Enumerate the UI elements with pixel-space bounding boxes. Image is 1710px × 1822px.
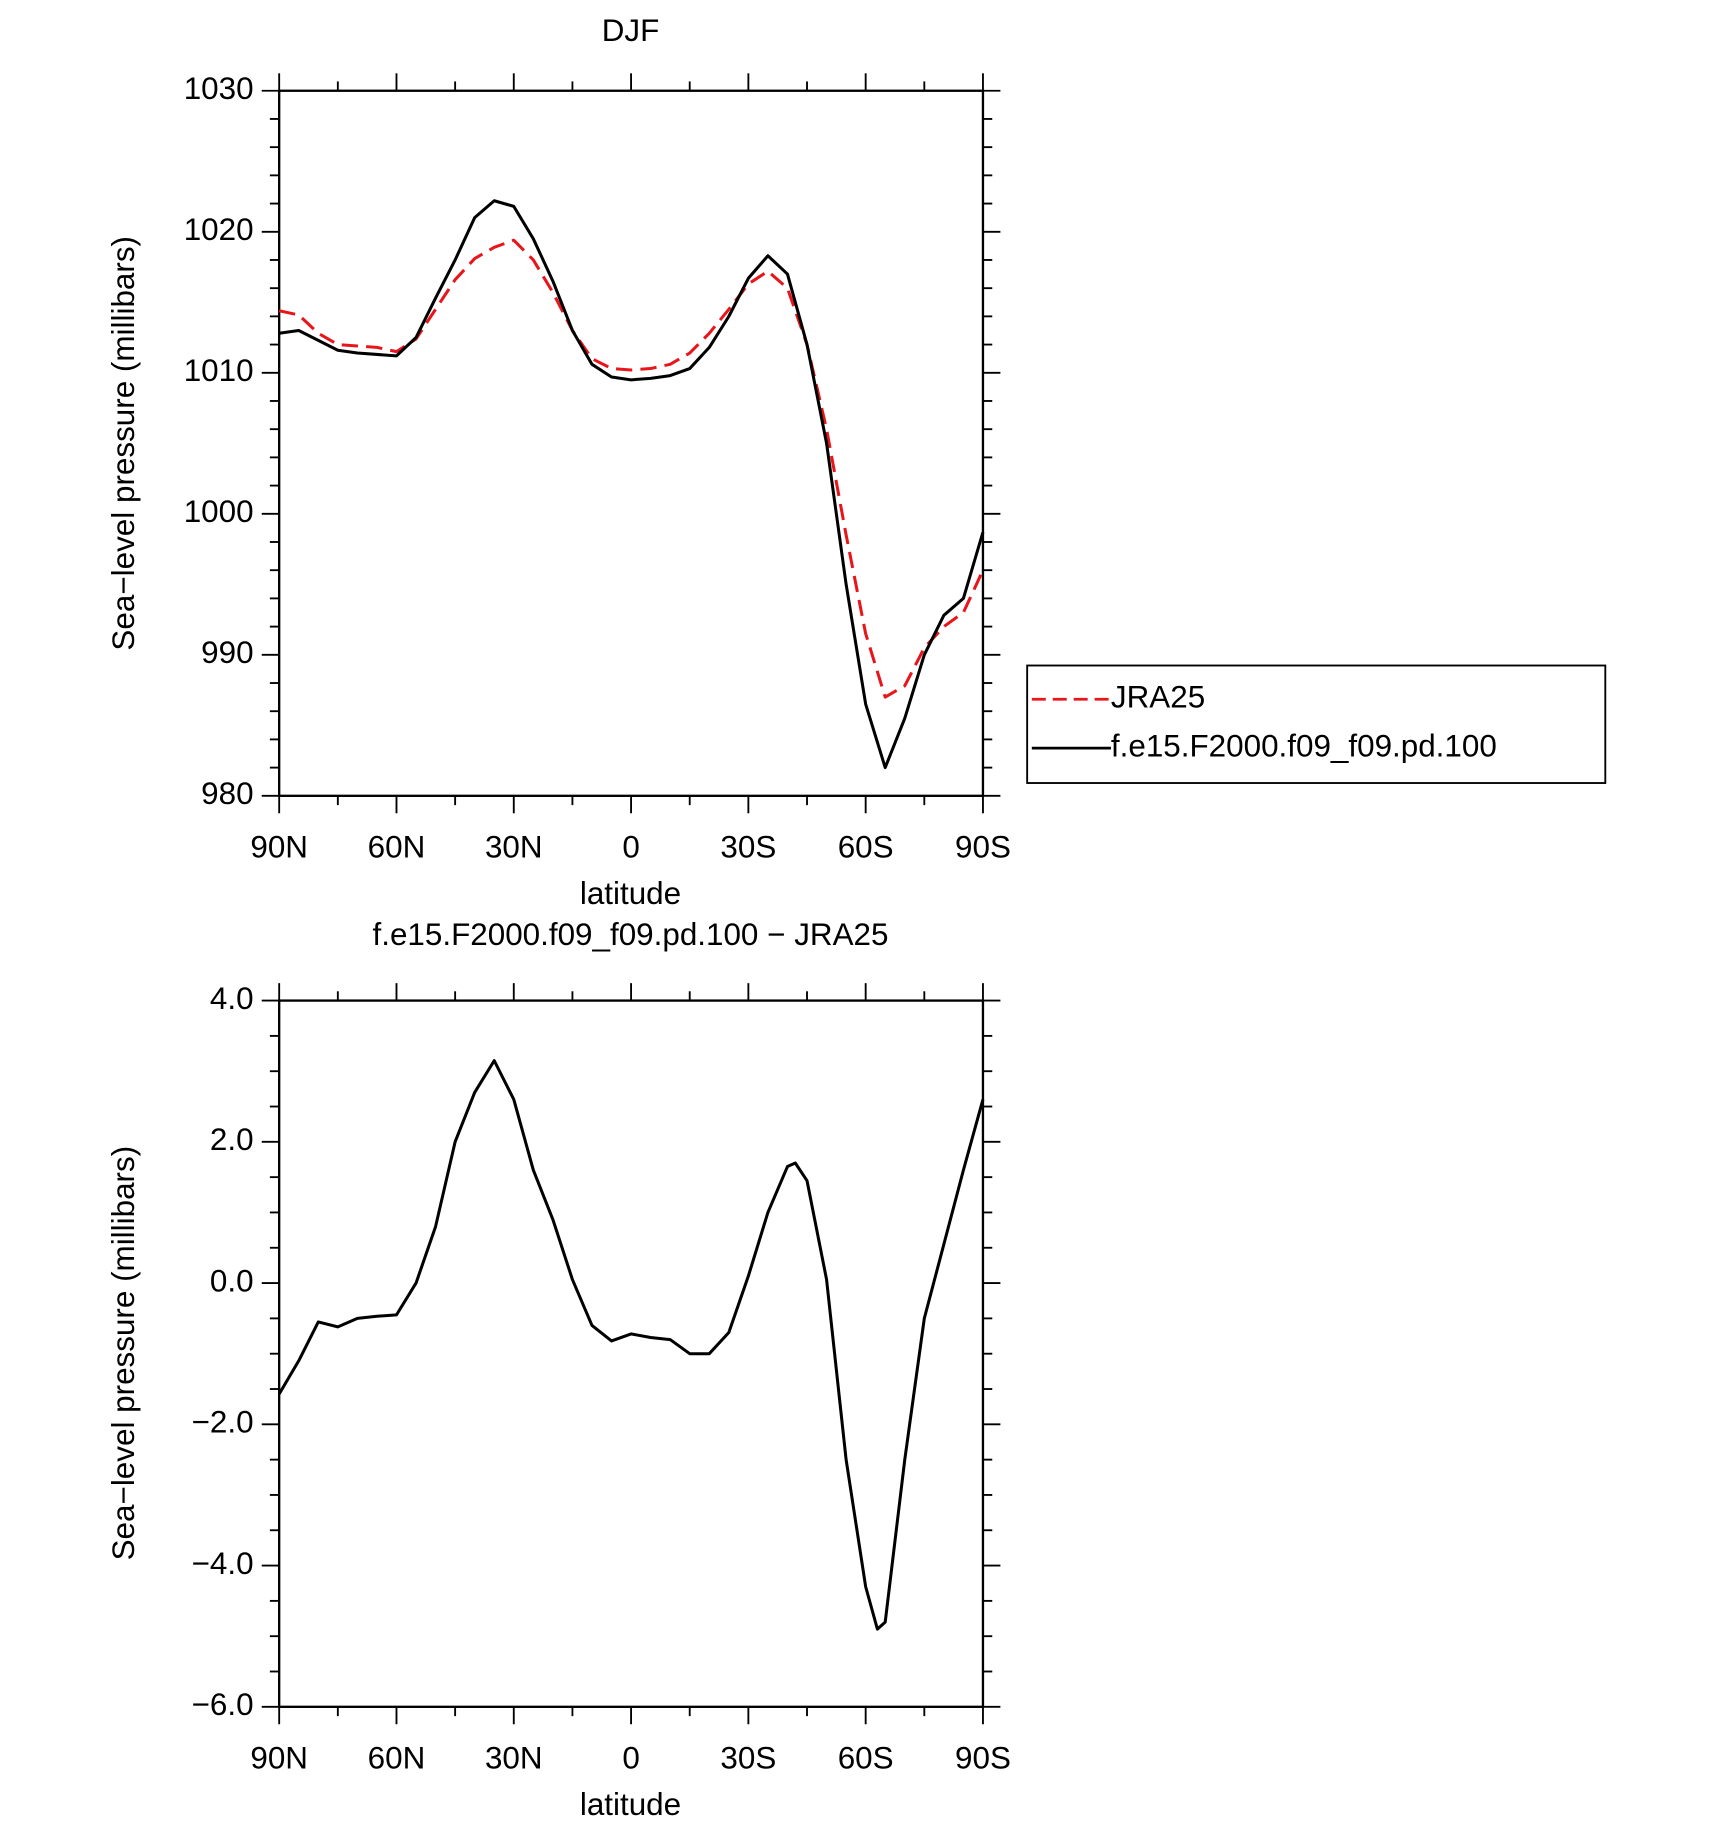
x-tick-label: 90S (955, 830, 1011, 865)
data-line (278, 238, 985, 699)
x-tick-label: 90S (955, 1741, 1011, 1776)
y-tick-label: 4.0 (210, 981, 254, 1016)
y-tick-label: −2.0 (192, 1405, 254, 1440)
y-tick-label: 1030 (184, 71, 254, 106)
x-axis-label: latitude (580, 876, 681, 911)
x-tick-label: 90N (250, 1741, 308, 1776)
x-tick-label: 0 (622, 830, 639, 865)
y-axis-label: Sea−level pressure (millibars) (106, 236, 141, 651)
x-tick-label: 30N (485, 830, 543, 865)
x-tick-label: 30S (720, 1741, 776, 1776)
plot-frame (278, 999, 985, 1708)
y-tick-label: 990 (201, 635, 253, 670)
x-tick-label: 30S (720, 830, 776, 865)
y-tick-label: −6.0 (192, 1687, 254, 1722)
data-line (278, 199, 985, 770)
x-tick-label: 60N (368, 830, 426, 865)
x-tick-label: 60S (838, 1741, 894, 1776)
x-tick-label: 90N (250, 830, 308, 865)
y-tick-label: 1000 (184, 494, 254, 529)
y-tick-label: 1010 (184, 353, 254, 388)
y-axis-label: Sea−level pressure (millibars) (106, 1146, 141, 1561)
plot-frame (278, 89, 985, 797)
y-tick-label: 0.0 (210, 1263, 254, 1298)
x-axis-label: latitude (580, 1787, 681, 1822)
x-tick-label: 30N (485, 1741, 543, 1776)
y-tick-label: 2.0 (210, 1122, 254, 1157)
y-tick-label: −4.0 (192, 1546, 254, 1581)
y-tick-label: 1020 (184, 212, 254, 247)
legend-box (1026, 664, 1607, 784)
legend-label: JRA25 (1111, 680, 1205, 715)
x-tick-label: 60S (838, 830, 894, 865)
x-tick-label: 60N (368, 1741, 426, 1776)
legend-label: f.e15.F2000.f09_f09.pd.100 (1111, 728, 1497, 763)
x-tick-label: 0 (622, 1741, 639, 1776)
y-tick-label: 980 (201, 776, 253, 811)
chart-title: DJF (602, 13, 660, 48)
chart-title: f.e15.F2000.f09_f09.pd.100 − JRA25 (373, 917, 889, 952)
data-line (277, 1059, 985, 1631)
